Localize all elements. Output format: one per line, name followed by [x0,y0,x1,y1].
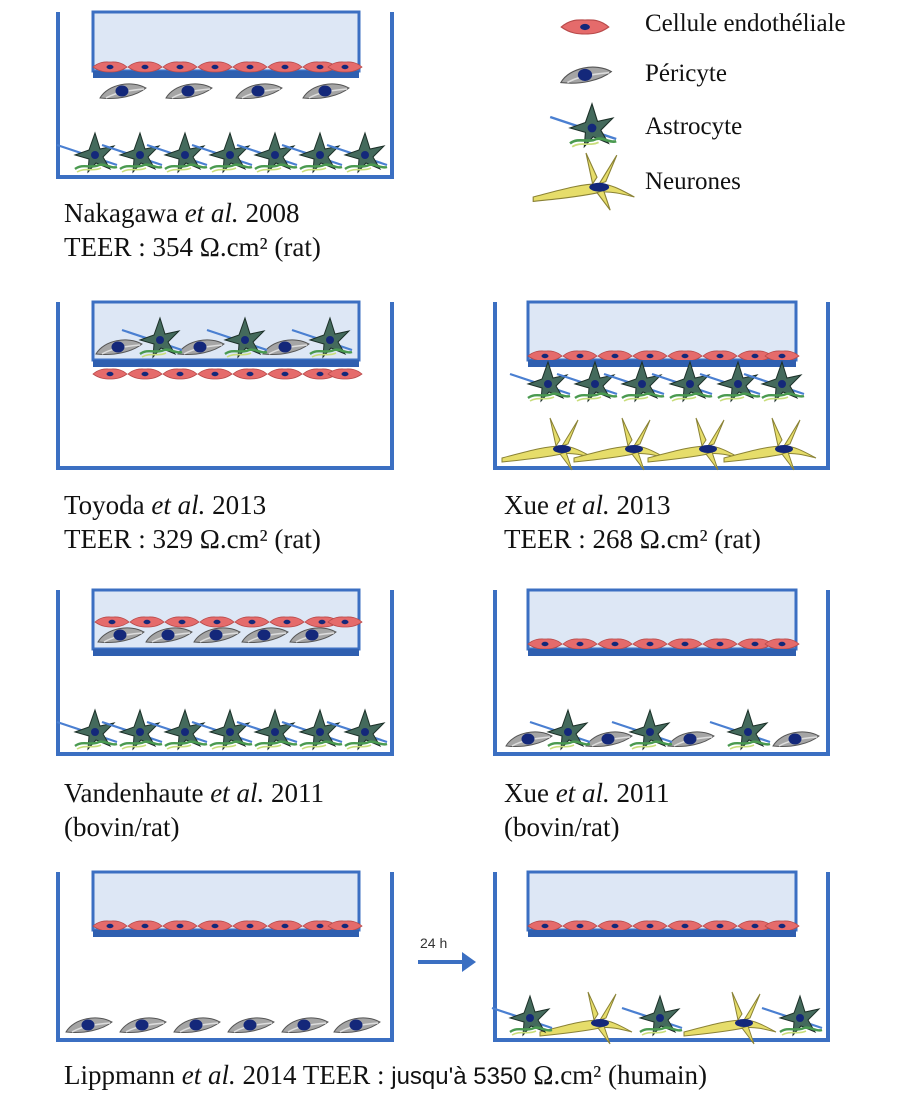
neuron-icon [532,152,635,211]
caption-xue-2013: Xue et al. 2013 TEER : 268 Ω.cm² (rat) [504,488,761,556]
caption-author: Nakagawa [64,198,178,228]
caption-xue-2011: Xue et al. 2011 (bovin/rat) [504,776,669,844]
caption-teer-value: 268 Ω.cm² (rat) [592,524,761,554]
arrow-label: 24 h [420,935,448,951]
caption-species: (bovin/rat) [504,812,620,842]
caption-year: 2011 [270,778,324,808]
caption-year: 2011 [616,778,670,808]
caption-toyoda: Toyoda et al. 2013 TEER : 329 Ω.cm² (rat… [64,488,321,556]
insert-membrane [93,360,359,367]
culture-well [493,872,830,1042]
caption-teer-mid: jusqu'à 5350 [391,1063,527,1090]
culture-well [493,302,830,470]
culture-well [56,872,394,1042]
astrocyte-layer [490,994,824,1037]
astrocyte-layer [528,708,772,751]
pericyte-layer [99,83,350,100]
caption-teer-prefix: TEER : [504,524,593,554]
panel-nakagawa-2008 [55,10,394,179]
caption-etal: et al. [181,1060,236,1090]
legend-label-neuron: Neurones [645,168,741,195]
caption-year: 2013 [212,490,267,520]
caption-author: Xue [504,490,549,520]
insert-chamber [526,870,798,932]
caption-etal: et al. [210,778,265,808]
caption-vandenhaute: Vandenhaute et al. 2011 (bovin/rat) [64,776,324,844]
caption-etal: et al. [184,198,239,228]
legend-icons [532,19,635,211]
caption-teer-prefix: TEER : [302,1060,392,1090]
insert-membrane [528,360,796,367]
culture-well [56,12,394,179]
culture-well [493,590,830,756]
panel-vandenhaute-2011 [55,588,394,756]
caption-author: Lippmann [64,1060,175,1090]
astrocyte-icon [548,102,618,149]
caption-teer-suffix: Ω.cm² (humain) [526,1060,707,1090]
insert-chamber [91,300,361,362]
insert-membrane [528,930,796,937]
insert-membrane [528,649,796,656]
culture-well [56,590,394,756]
caption-etal: et al. [555,490,610,520]
caption-teer-prefix: TEER : [64,524,153,554]
pericyte-icon [559,66,613,84]
caption-lippmann: Lippmann et al. 2014 TEER : jusqu'à 5350… [64,1058,707,1094]
panel-lippmann-2014-initial [56,870,394,1042]
endothelial-cell-icon [560,19,610,35]
caption-nakagawa: Nakagawa et al. 2008 TEER : 354 Ω.cm² (r… [64,196,321,264]
panel-toyoda-2013 [56,300,394,470]
panel-lippmann-2014-final [490,870,830,1045]
caption-species: (bovin/rat) [64,812,180,842]
caption-year: 2013 [616,490,671,520]
caption-author: Vandenhaute [64,778,204,808]
caption-etal: et al. [151,490,206,520]
caption-teer-value: 329 Ω.cm² (rat) [152,524,321,554]
caption-author: Xue [504,778,549,808]
caption-author: Toyoda [64,490,145,520]
pericyte-layer [65,1017,381,1034]
astrocyte-layer [55,131,389,174]
time-arrow [418,952,476,972]
endothelial-layer [92,368,363,380]
caption-teer-value: 354 Ω.cm² (rat) [152,232,321,262]
insert-membrane [93,71,359,78]
caption-teer-prefix: TEER : [64,232,153,262]
astrocyte-layer [55,708,389,751]
astrocyte-layer [508,360,806,403]
culture-well [56,302,394,470]
legend-label-pericyte: Péricyte [645,60,727,87]
insert-membrane [93,930,359,937]
legend-label-endothelial: Cellule endothéliale [645,10,846,37]
legend-label-astrocyte: Astrocyte [645,113,743,140]
caption-year: 2008 [245,198,300,228]
insert-membrane [93,649,359,656]
panel-xue-2011 [493,588,830,756]
neuron-layer [501,417,817,471]
caption-etal: et al. [555,778,610,808]
panel-xue-2013 [493,300,830,471]
caption-year: 2014 [242,1060,297,1090]
